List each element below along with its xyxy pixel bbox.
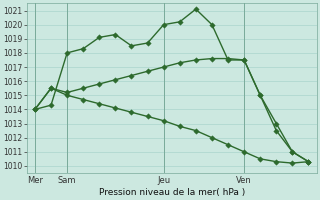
X-axis label: Pression niveau de la mer( hPa ): Pression niveau de la mer( hPa )	[99, 188, 245, 197]
